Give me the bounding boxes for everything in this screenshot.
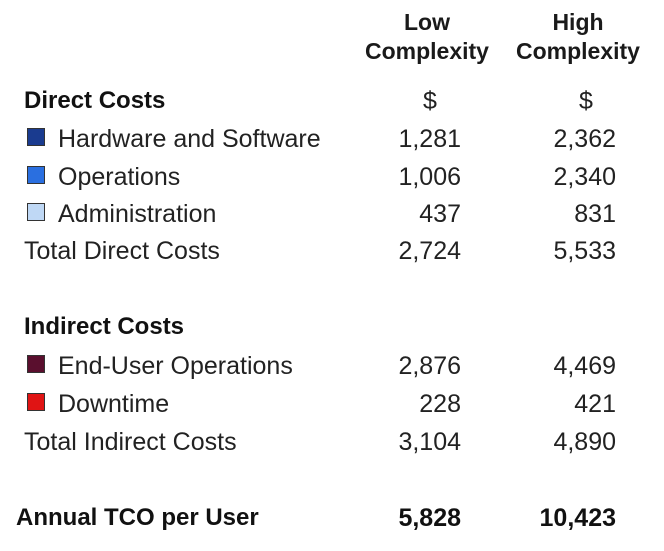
legend-swatch: [27, 166, 45, 184]
table-row: Downtime 228 421: [0, 387, 664, 421]
value-low: 1,006: [398, 163, 461, 191]
row-label: Downtime: [58, 390, 170, 418]
legend-swatch: [27, 203, 45, 221]
annual-tco-low: 5,828: [398, 504, 461, 532]
total-direct-high: 5,533: [553, 237, 616, 265]
total-direct-costs-label: Total Direct Costs: [24, 237, 220, 265]
currency-high: $: [579, 87, 593, 115]
column-header-low-complexity: Low Complexity: [352, 8, 502, 66]
row-label: Hardware and Software: [58, 125, 321, 153]
legend-swatch: [27, 355, 45, 373]
annual-tco-label: Annual TCO per User: [16, 504, 259, 531]
legend-swatch: [27, 128, 45, 146]
column-header-line: Complexity: [516, 38, 640, 64]
row-label: Operations: [58, 163, 181, 191]
direct-costs-heading: Direct Costs: [24, 87, 166, 114]
value-high: 4,469: [553, 352, 616, 380]
column-header-high-complexity: High Complexity: [503, 8, 653, 66]
total-direct-low: 2,724: [398, 237, 461, 265]
total-row: Total Direct Costs 2,724 5,533: [0, 234, 664, 268]
total-indirect-high: 4,890: [553, 428, 616, 456]
legend-swatch: [27, 393, 45, 411]
direct-costs-heading-row: Direct Costs $ $: [0, 84, 664, 118]
table-row: Hardware and Software 1,281 2,362: [0, 122, 664, 156]
indirect-costs-heading: Indirect Costs: [24, 313, 185, 340]
column-header-line: Complexity: [365, 38, 489, 64]
value-low: 437: [419, 200, 461, 228]
value-high: 2,340: [553, 163, 616, 191]
row-label: Administration: [58, 200, 217, 228]
currency-low: $: [423, 87, 437, 115]
value-high: 831: [574, 200, 616, 228]
row-label: End-User Operations: [58, 352, 293, 380]
total-indirect-costs-label: Total Indirect Costs: [24, 428, 237, 456]
grand-total-row: Annual TCO per User 5,828 10,423: [0, 501, 664, 535]
total-indirect-low: 3,104: [398, 428, 461, 456]
table-row: Operations 1,006 2,340: [0, 160, 664, 194]
total-row: Total Indirect Costs 3,104 4,890: [0, 425, 664, 459]
value-low: 228: [419, 390, 461, 418]
table-row: Administration 437 831: [0, 197, 664, 231]
value-low: 2,876: [398, 352, 461, 380]
column-header-line: Low: [404, 9, 450, 35]
column-header-line: High: [552, 9, 604, 35]
table-row: End-User Operations 2,876 4,469: [0, 349, 664, 383]
value-high: 2,362: [553, 125, 616, 153]
indirect-costs-heading-row: Indirect Costs: [0, 310, 664, 344]
value-high: 421: [574, 390, 616, 418]
annual-tco-high: 10,423: [539, 504, 616, 532]
value-low: 1,281: [398, 125, 461, 153]
